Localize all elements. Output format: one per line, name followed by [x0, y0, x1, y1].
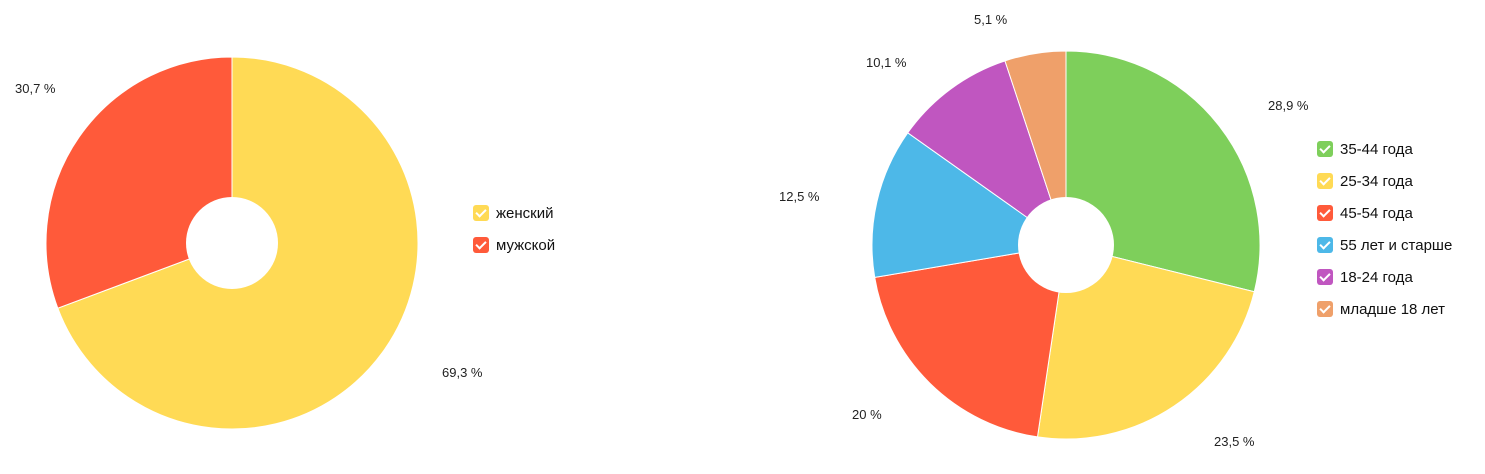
pie-slice[interactable]: [1036, 244, 1255, 440]
checkbox-icon[interactable]: [1317, 269, 1333, 285]
legend-label: 18-24 года: [1340, 268, 1413, 286]
checkbox-icon[interactable]: [1317, 237, 1333, 253]
pie-slice[interactable]: [874, 244, 1067, 438]
legend-item-female[interactable]: женский: [473, 197, 555, 229]
donut-hole: [1018, 197, 1114, 293]
data-label: 5,1 %: [974, 12, 1008, 27]
legend-item[interactable]: 45-54 года: [1317, 197, 1452, 229]
legend-label: 45-54 года: [1340, 204, 1413, 222]
checkbox-icon[interactable]: [1317, 301, 1333, 317]
legend-label: мужской: [496, 236, 556, 254]
legend-label: младше 18 лет: [1340, 300, 1446, 318]
legend-item[interactable]: 25-34 года: [1317, 165, 1452, 197]
data-label: 20 %: [852, 407, 882, 422]
checkbox-icon[interactable]: [1317, 205, 1333, 221]
checkbox-icon[interactable]: [1317, 173, 1333, 189]
checkbox-icon[interactable]: [473, 237, 489, 253]
legend-label: 35-44 года: [1340, 140, 1413, 158]
pie-slice[interactable]: [871, 132, 1068, 278]
checkbox-icon[interactable]: [1317, 141, 1333, 157]
legend-item[interactable]: 18-24 года: [1317, 261, 1452, 293]
legend-gender: женский мужской: [473, 197, 555, 261]
legend-item[interactable]: 55 лет и старше: [1317, 229, 1452, 261]
pie-slice[interactable]: [907, 60, 1067, 247]
legend-item[interactable]: младше 18 лет: [1317, 293, 1452, 325]
data-label: 10,1 %: [866, 55, 907, 70]
legend-label: 55 лет и старше: [1340, 236, 1453, 254]
data-label: 23,5 %: [1214, 434, 1255, 449]
legend-item[interactable]: 35-44 года: [1317, 133, 1452, 165]
data-label: 28,9 %: [1268, 98, 1309, 113]
pie-slice[interactable]: [1065, 50, 1261, 293]
checkbox-icon[interactable]: [473, 205, 489, 221]
pie-slice[interactable]: [1004, 50, 1067, 246]
data-label: 30,7 %: [15, 81, 56, 96]
data-label: 69,3 %: [442, 365, 483, 380]
legend-age: 35-44 года 25-34 года 45-54 года 55 лет …: [1317, 133, 1452, 325]
data-label: 12,5 %: [779, 189, 820, 204]
legend-label: 25-34 года: [1340, 172, 1413, 190]
legend-label: женский: [496, 204, 554, 222]
pie-slice[interactable]: [45, 56, 233, 309]
legend-item-male[interactable]: мужской: [473, 229, 555, 261]
donut-hole: [186, 197, 278, 289]
